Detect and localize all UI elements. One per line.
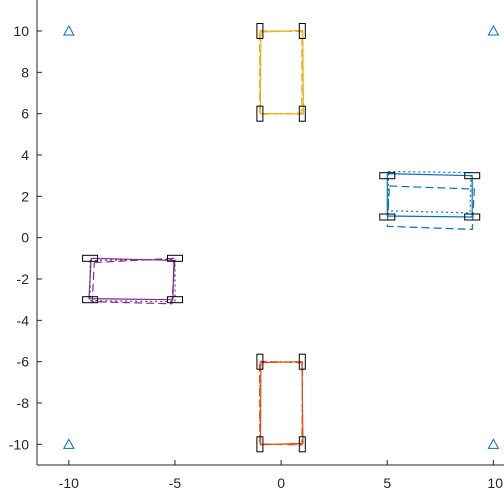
series-3-corner-marker-2 <box>298 436 306 453</box>
x-tick-label-2: 0 <box>277 475 285 491</box>
anchor-triangle-2 <box>62 438 75 449</box>
series-1-corner-marker-2 <box>464 213 481 221</box>
series-3-trace-2 <box>259 361 303 445</box>
series-1-trace-0 <box>386 173 473 218</box>
series-2-corner-marker-2 <box>167 296 183 304</box>
x-tick-label-4: 10 <box>487 475 503 491</box>
y-tick-label-6: 2 <box>21 188 29 204</box>
series-1-trace-1 <box>386 185 475 231</box>
series-2-corner-marker-3 <box>82 296 99 304</box>
series-0-corner-marker-1 <box>298 23 306 39</box>
y-tick-label-8: 6 <box>21 106 29 122</box>
series-0-trace-2 <box>259 30 304 115</box>
series-3-corner-marker-0 <box>256 353 264 370</box>
series-1-corner-marker-3 <box>379 213 396 221</box>
y-tick-label-2: -6 <box>17 354 30 370</box>
y-tick-label-5: 0 <box>21 230 29 246</box>
series-2-corner-marker-0 <box>82 254 99 262</box>
y-tick-label-1: -8 <box>17 395 30 411</box>
y-tick-label-7: 4 <box>21 147 29 163</box>
series-0-trace-1 <box>258 30 303 116</box>
anchor-triangle-0 <box>62 24 75 36</box>
y-tick-label-3: -4 <box>17 312 30 328</box>
series-2-trace-2 <box>89 258 176 303</box>
anchor-triangle-1 <box>487 24 500 36</box>
x-tick-label-3: 5 <box>383 475 391 491</box>
y-tick-label-10: 10 <box>13 23 29 39</box>
series-2-corner-marker-1 <box>167 254 183 262</box>
series-1-corner-marker-0 <box>379 172 396 180</box>
series-0-trace-0 <box>259 29 305 115</box>
series-3-corner-marker-1 <box>298 353 306 370</box>
plot-area <box>62 23 500 453</box>
series-0-corner-marker-2 <box>298 105 306 122</box>
series-1-corner-marker-1 <box>464 172 481 180</box>
series-2-trace-1 <box>91 257 176 305</box>
series-0-corner-marker-0 <box>256 23 264 39</box>
x-tick-label-0: -10 <box>59 475 79 491</box>
y-tick-label-0: -10 <box>9 436 29 452</box>
axes: -10 -8 -6 -4 -2 0 2 4 6 8 10 -10 -5 0 5 10 <box>9 0 504 491</box>
series-3-corner-marker-3 <box>256 436 264 453</box>
x-tick-label-1: -5 <box>169 475 182 491</box>
y-tick-label-4: -2 <box>17 271 30 287</box>
anchor-triangle-3 <box>487 438 500 449</box>
series-1-trace-2 <box>387 170 472 214</box>
series-3-trace-1 <box>258 360 304 446</box>
y-tick-label-9: 8 <box>21 64 29 80</box>
series-2-trace-0 <box>88 257 175 301</box>
series-3-trace-0 <box>259 361 304 446</box>
series-0-corner-marker-3 <box>256 105 264 122</box>
